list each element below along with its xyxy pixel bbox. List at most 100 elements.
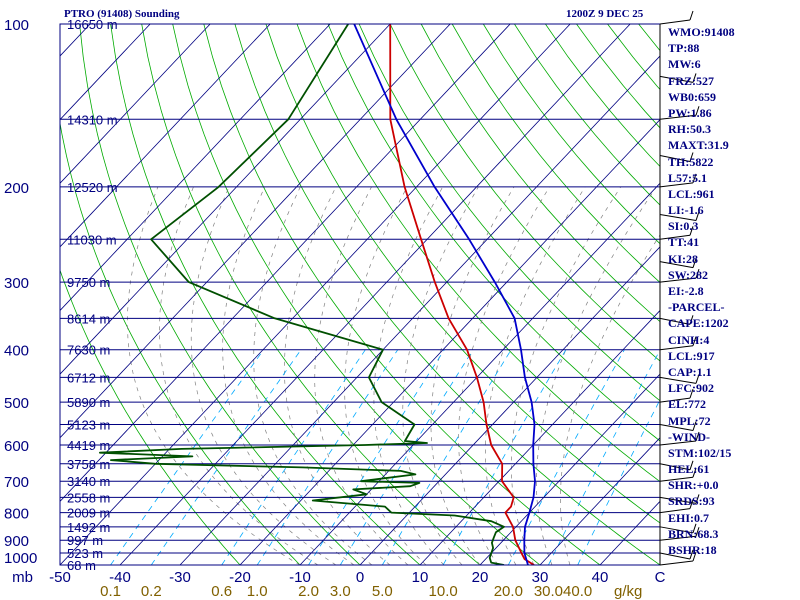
wind-barb (659, 552, 691, 560)
isotherm (60, 24, 391, 375)
wind-barb (659, 496, 697, 504)
temperature-tick-label: 0 (356, 569, 364, 586)
dry-adiabat (265, 24, 660, 524)
wind-barb-feather (689, 315, 694, 325)
plot-frame (59, 23, 661, 566)
wind-barb-feather (695, 374, 700, 384)
stat-line: WB0:659 (668, 89, 716, 104)
dry-adiabat (141, 24, 481, 565)
moist-adiabat (314, 186, 409, 565)
wind-barb (659, 75, 694, 83)
wind-barb-feather (689, 499, 694, 509)
height-label: 7630 m (67, 343, 110, 358)
isotherm (119, 24, 631, 565)
pressure-tick-label: 100 (4, 17, 29, 34)
stat-line: BRN:68.3 (668, 526, 719, 541)
mixing-ratio-line (308, 349, 445, 565)
moist-adiabat (253, 186, 373, 565)
mixing-ratio-tick-label: 20.0 (494, 583, 523, 600)
parcel-trace (353, 24, 536, 565)
stat-line: WMO:91408 (668, 25, 735, 39)
isotherm (60, 24, 331, 312)
wind-barb-feather (695, 106, 700, 116)
isotherm (299, 182, 660, 565)
stat-line: -WIND- (668, 429, 710, 444)
stat-line: EL:772 (668, 397, 707, 412)
wind-barb (659, 277, 697, 283)
temperature-tick-label: -30 (169, 569, 191, 586)
mixing-ratio-tick-label: 0.2 (141, 583, 162, 600)
temperature-tick-label: -50 (49, 569, 71, 586)
height-label: 6712 m (67, 370, 110, 385)
stat-line: -PARCEL- (668, 300, 725, 315)
height-label: 1492 m (67, 520, 110, 535)
mixing-ratio-tick-label: 0.1 (100, 583, 121, 600)
stat-line: MAXT:31.9 (668, 138, 729, 153)
stat-line: TT:41 (668, 235, 700, 250)
wind-barb (659, 234, 691, 240)
stat-line: HEL:61 (668, 462, 710, 477)
stat-line: CINH:4 (668, 332, 710, 347)
wind-barb-feather (695, 494, 700, 504)
mixing-ratio-tick-label: 1.0 (247, 583, 268, 600)
wind-barb-feather (692, 421, 697, 431)
wind-barb (659, 463, 691, 471)
stat-line: STM:102/15 (668, 445, 732, 460)
stat-line: KI:28 (668, 251, 698, 266)
stat-line: EI:-2.8 (668, 284, 704, 298)
pressure-tick-label: 300 (4, 275, 29, 292)
temperature-tick-label: 40 (592, 569, 609, 586)
wind-barb (659, 397, 691, 403)
stat-line: LI:-1.6 (668, 203, 704, 218)
wind-barb (659, 154, 691, 162)
pressure-tick-label: 400 (4, 343, 29, 360)
isotherm (419, 309, 660, 565)
wind-barb (659, 376, 697, 384)
wind-barb-feather (692, 468, 697, 478)
wind-barb-feather (692, 336, 697, 346)
pressure-tick-label: 1000 (4, 550, 37, 567)
stat-line: CAPE:1202 (668, 316, 729, 331)
stat-line: TH:5822 (668, 154, 714, 169)
stat-line: SRDS:93 (668, 494, 715, 509)
stat-line: EHI:0.7 (668, 510, 710, 525)
moist-adiabat (430, 186, 515, 565)
pressure-unit-label: mb (12, 569, 33, 586)
isotherm (60, 24, 151, 121)
isotherm (60, 24, 271, 248)
dry-adiabat (60, 268, 241, 565)
stat-line: LFC:902 (668, 381, 714, 396)
mixing-ratio-tick-label: 40.0 (563, 583, 592, 600)
stat-line: TP:88 (668, 41, 700, 56)
isotherm (359, 246, 660, 565)
stat-line: FRZ:527 (668, 73, 714, 88)
height-label: 68 m (67, 558, 96, 573)
observation-time: 1200Z 9 DEC 25 (566, 8, 644, 20)
mixing-ratio-tick-label: 5.0 (372, 583, 393, 600)
mixing-ratio-tick-label: 30.0 (534, 583, 563, 600)
wind-barb-feather (692, 258, 697, 268)
moist-adiabat (402, 186, 479, 565)
stat-line: SI:0.3 (668, 219, 699, 234)
mixing-ratio-tick-label: 2.0 (298, 583, 319, 600)
wind-barb (659, 535, 697, 541)
temperature-trace (389, 24, 535, 565)
height-label: 5123 m (67, 418, 110, 433)
isotherm (239, 119, 660, 565)
temperature-unit-label: C (655, 569, 666, 586)
pressure-tick-label: 800 (4, 506, 29, 523)
isotherm (539, 437, 660, 565)
temperature-tick-label: -10 (289, 569, 311, 586)
wind-barb-feather (695, 527, 700, 537)
wind-barb-feather (695, 211, 700, 221)
height-label: 12520 m (67, 180, 118, 195)
height-label: 2009 m (67, 506, 110, 521)
wind-barb-feather (692, 523, 697, 533)
temperature-tick-label: 30 (532, 569, 549, 586)
pressure-tick-label: 500 (4, 395, 29, 412)
moist-adiabat (190, 186, 337, 565)
stat-line: MPL:72 (668, 413, 711, 428)
dewpoint-trace (99, 24, 505, 565)
wind-barb-feather (689, 152, 694, 162)
mixing-ratio-tick-label: 10.0 (429, 583, 458, 600)
